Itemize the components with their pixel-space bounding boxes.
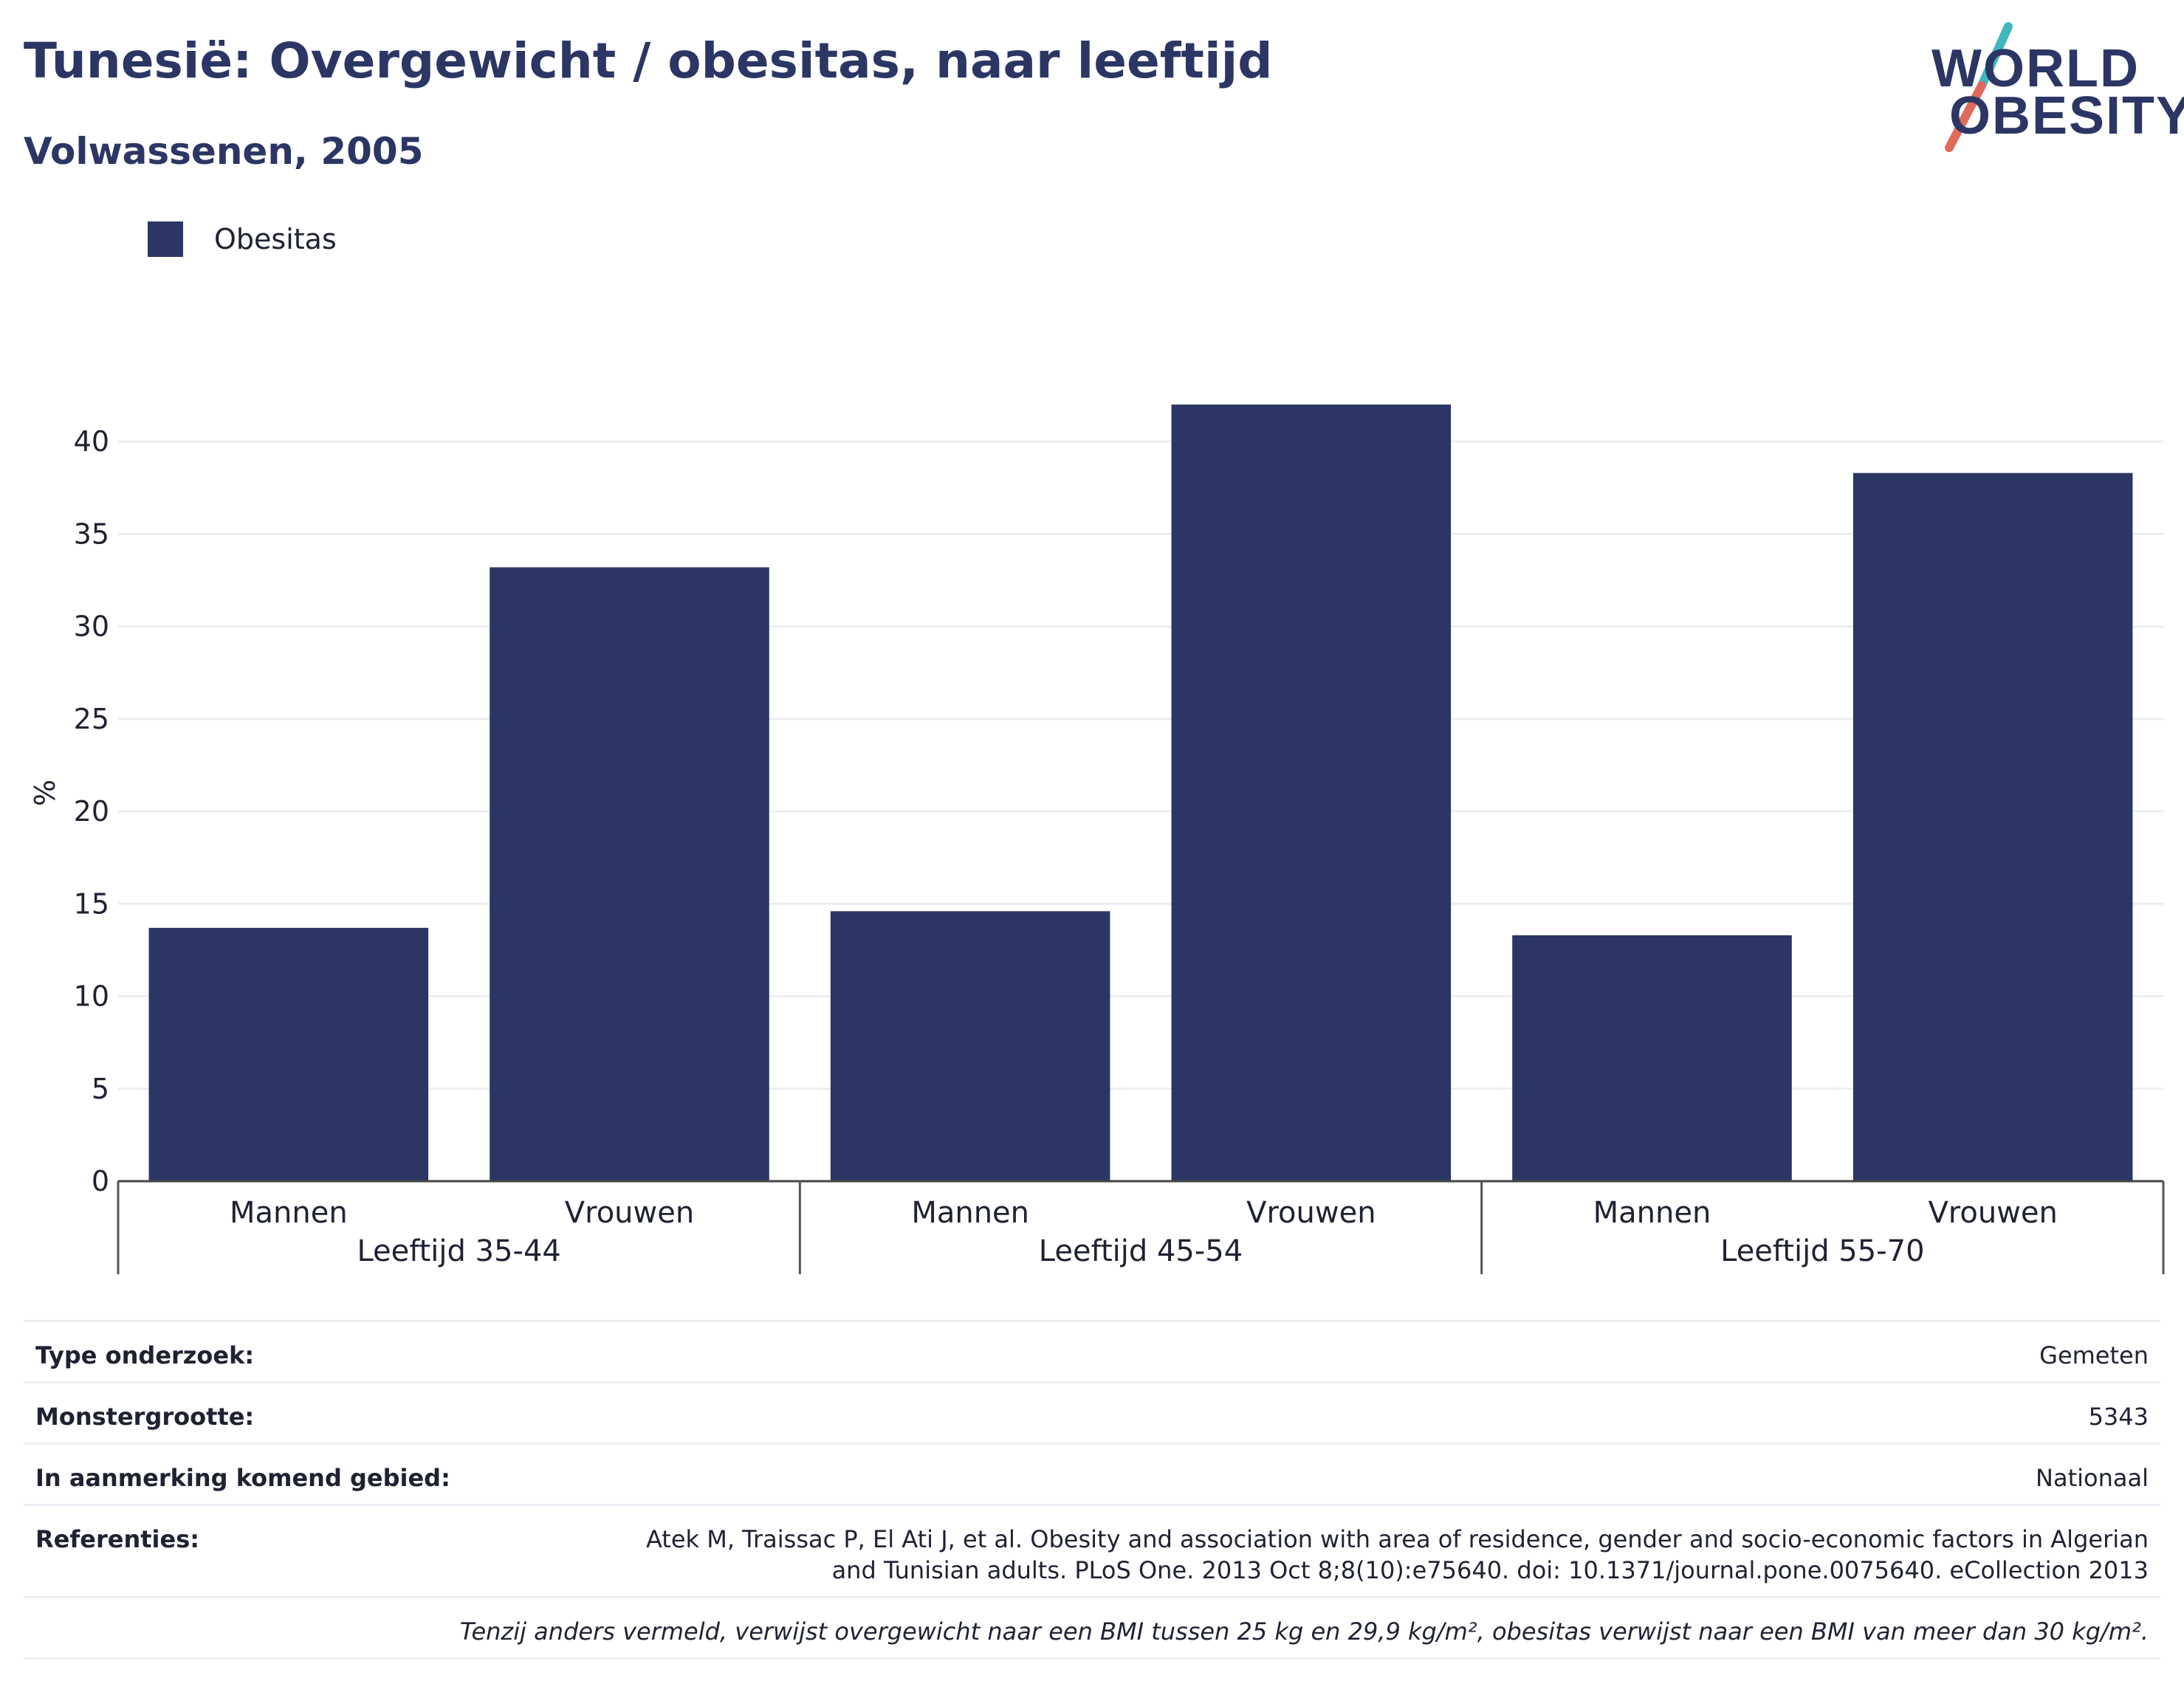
y-tick-label: 25: [74, 703, 109, 735]
info-value: Atek M, Traissac P, El Ati J, et al. Obe…: [645, 1525, 2149, 1584]
info-key: In aanmerking komend gebied:: [35, 1464, 450, 1492]
info-table: Type onderzoek: Gemeten Monstergrootte: …: [24, 1320, 2160, 1660]
x-tick-label: Mannen: [230, 1196, 348, 1230]
x-tick-label: Mannen: [911, 1196, 1029, 1230]
footnote: Tenzij anders vermeld, verwijst overgewi…: [459, 1617, 2149, 1646]
x-tick-label: Vrouwen: [1246, 1196, 1376, 1230]
x-tick-label: Vrouwen: [1928, 1196, 2057, 1230]
bar: [148, 927, 429, 1181]
x-tick-label: Vrouwen: [565, 1196, 694, 1230]
info-row-area: In aanmerking komend gebied: Nationaal: [24, 1443, 2160, 1504]
y-tick-label: 10: [74, 980, 109, 1013]
info-footnote-row: Tenzij anders vermeld, verwijst overgewi…: [24, 1596, 2160, 1660]
x-tick-label: Mannen: [1593, 1196, 1711, 1230]
info-row-type: Type onderzoek: Gemeten: [24, 1320, 2160, 1381]
chart-legend: Obesitas: [148, 221, 337, 257]
info-value: Gemeten: [2039, 1341, 2149, 1369]
bar: [1852, 472, 2133, 1181]
bar: [830, 911, 1110, 1181]
group-label: Leeftijd 55-70: [1720, 1234, 1924, 1268]
y-tick-label: 40: [74, 425, 109, 458]
y-tick-label: 15: [74, 887, 109, 920]
world-obesity-logo: WORLD OBESITY: [1920, 22, 2184, 155]
info-row-sample: Monstergrootte: 5343: [24, 1381, 2160, 1443]
logo-slash-icon: [1945, 22, 2013, 152]
y-tick-label: 35: [74, 518, 109, 550]
info-value: Nationaal: [2036, 1464, 2149, 1492]
info-key: Referenties:: [35, 1525, 200, 1553]
info-value: 5343: [2088, 1403, 2149, 1431]
page-title: Tunesië: Overgewicht / obesitas, naar le…: [24, 32, 1273, 89]
group-label: Leeftijd 35-44: [357, 1234, 560, 1268]
bar-chart: 0 5 10 15 20 25 30 35 40% Mannen Vrouwen Mannen Vrou…: [29, 405, 2165, 1274]
legend-swatch: [148, 221, 183, 257]
logo-line1: WORLD: [1931, 39, 2140, 98]
y-tick-label: 0: [92, 1165, 109, 1197]
legend-label: Obesitas: [214, 223, 337, 255]
bar: [1171, 405, 1452, 1181]
info-row-references: Referenties: Atek M, Traissac P, El Ati …: [24, 1504, 2160, 1596]
logo-line2: OBESITY: [1949, 86, 2184, 145]
page-subtitle: Volwassenen, 2005: [24, 130, 424, 173]
bar: [1512, 935, 1792, 1181]
y-tick-label: 5: [92, 1073, 109, 1105]
info-key: Type onderzoek:: [35, 1341, 255, 1369]
group-label: Leeftijd 45-54: [1039, 1234, 1243, 1268]
y-tick-label: 20: [74, 795, 109, 828]
y-tick-label: 30: [74, 611, 109, 643]
info-key: Monstergrootte:: [35, 1403, 255, 1431]
bar: [490, 567, 769, 1181]
y-axis-label: %: [29, 780, 61, 806]
